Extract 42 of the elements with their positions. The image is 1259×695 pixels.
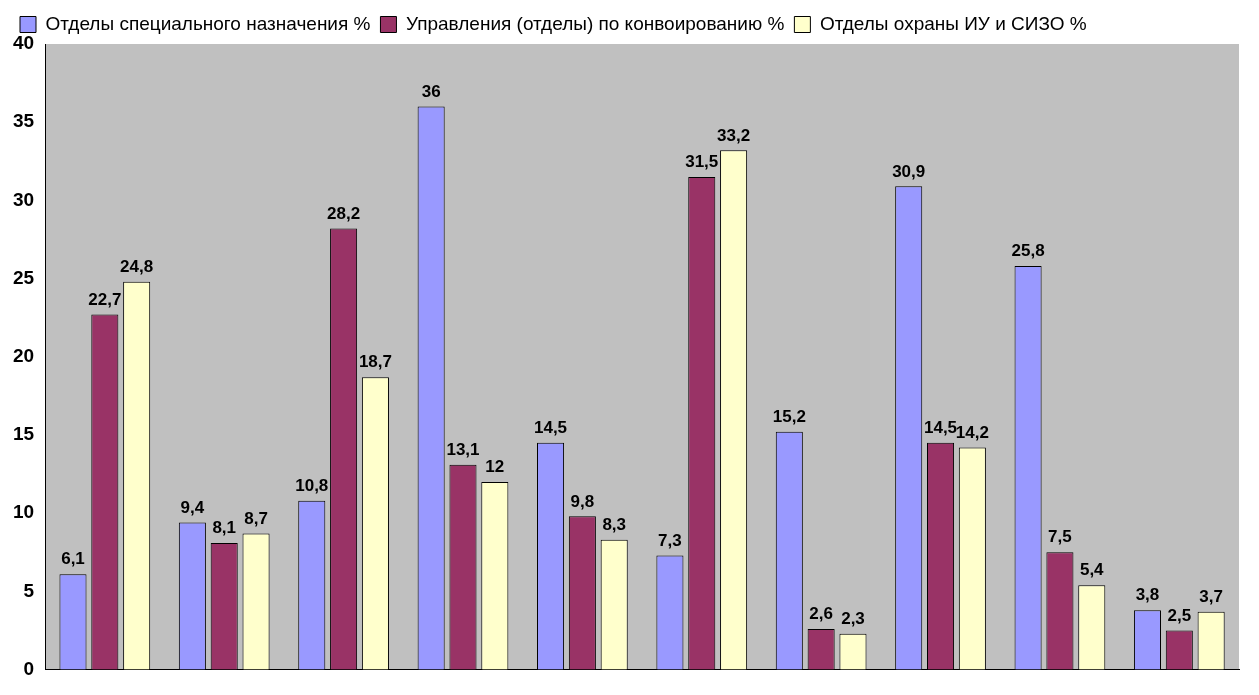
data-label: 8,3 bbox=[602, 514, 627, 534]
data-label: 2,6 bbox=[809, 604, 833, 624]
data-label: 2,3 bbox=[841, 608, 865, 628]
y-tick-label: 25 bbox=[12, 266, 35, 288]
data-label: 31,5 bbox=[685, 152, 719, 172]
legend-label: Отделы специального назначения % bbox=[45, 12, 371, 34]
legend-label: Управления (отделы) по конвоированию % bbox=[405, 12, 785, 34]
data-label: 3,8 bbox=[1135, 585, 1160, 605]
data-label: 8,1 bbox=[212, 518, 237, 538]
data-label: 9,8 bbox=[570, 491, 595, 511]
data-label: 10,8 bbox=[295, 475, 329, 495]
legend-label: Отделы охраны ИУ и СИЗО % bbox=[819, 12, 1087, 34]
data-label: 12 bbox=[485, 457, 505, 477]
data-label: 14,5 bbox=[923, 418, 958, 438]
data-label: 2,5 bbox=[1167, 605, 1192, 625]
y-tick-label: 15 bbox=[12, 423, 35, 445]
data-label: 5,4 bbox=[1079, 560, 1105, 580]
data-label: 25,8 bbox=[1011, 241, 1045, 261]
y-tick-label: 5 bbox=[23, 579, 35, 601]
data-label: 30,9 bbox=[892, 161, 926, 181]
data-label: 22,7 bbox=[88, 289, 122, 309]
data-label: 15,2 bbox=[772, 407, 806, 427]
data-label: 36 bbox=[421, 81, 441, 101]
y-tick-label: 30 bbox=[12, 188, 35, 210]
y-tick-label: 40 bbox=[12, 32, 35, 54]
data-label: 14,5 bbox=[533, 418, 568, 438]
data-label: 9,4 bbox=[180, 497, 205, 517]
y-tick-label: 10 bbox=[12, 501, 35, 523]
data-label: 3,7 bbox=[1199, 586, 1223, 606]
data-label: 8,7 bbox=[244, 508, 268, 528]
data-label: 24,8 bbox=[120, 256, 154, 276]
data-label: 13,1 bbox=[446, 439, 480, 459]
y-tick-label: 35 bbox=[12, 110, 35, 132]
data-label: 7,5 bbox=[1048, 527, 1072, 547]
data-label: 14,2 bbox=[955, 422, 989, 442]
y-tick-label: 20 bbox=[12, 345, 35, 367]
data-label: 33,2 bbox=[717, 125, 751, 145]
data-label: 6,1 bbox=[61, 549, 85, 569]
data-label: 7,3 bbox=[658, 530, 682, 550]
y-tick-label: 0 bbox=[23, 657, 35, 679]
data-label: 28,2 bbox=[327, 203, 361, 223]
data-label: 18,7 bbox=[358, 352, 392, 372]
